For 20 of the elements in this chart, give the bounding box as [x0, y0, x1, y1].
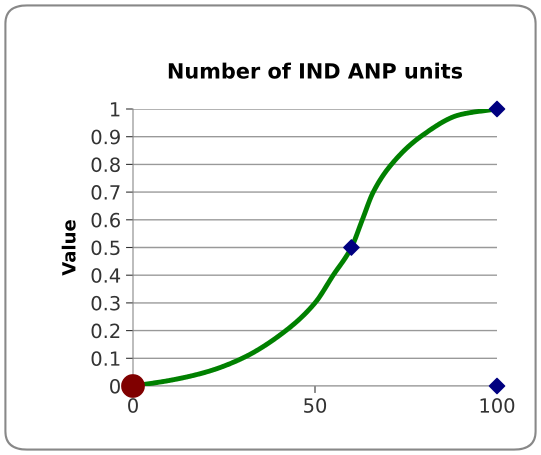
y-tick-label: 0.5: [92, 240, 120, 256]
x-tick-label: 50: [304, 398, 326, 413]
x-tick-label: 0: [128, 398, 138, 413]
x-tick-label: 100: [480, 398, 514, 413]
y-tick-label: 0.2: [92, 324, 120, 338]
y-tick-label: 0.4: [92, 268, 120, 283]
y-tick-label: 0.8: [92, 157, 120, 172]
y-tick-label: 1: [110, 102, 120, 116]
y-tick-label: 0.7: [92, 185, 120, 200]
y-tick-label: 0: [110, 378, 120, 394]
point: [121, 374, 145, 398]
y-tick-label: 0.9: [92, 130, 120, 144]
y-tick-label: 0.1: [92, 351, 120, 366]
y-tick-label: 0.6: [92, 212, 120, 228]
point: [488, 100, 506, 118]
chart-title: Number of IND ANP units: [168, 62, 462, 79]
y-axis-title: Value: [62, 220, 76, 276]
point: [343, 239, 360, 256]
y-tick-label: 0.3: [92, 296, 120, 311]
point: [488, 378, 506, 394]
